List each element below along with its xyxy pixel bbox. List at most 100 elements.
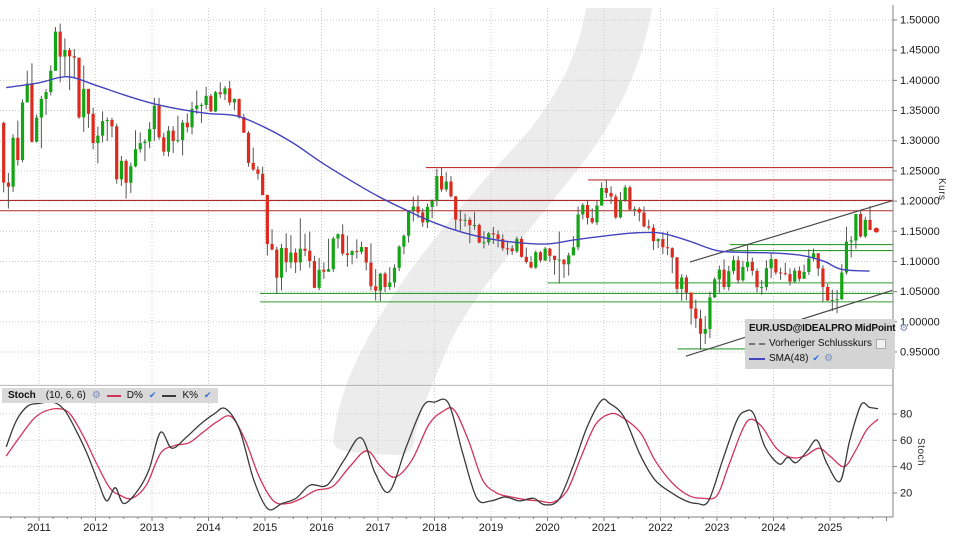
x-tick-label: 2014 — [196, 522, 220, 534]
candle-body — [510, 248, 514, 252]
candle-body — [562, 259, 566, 265]
candle-body — [63, 50, 67, 57]
candle-body — [567, 255, 571, 265]
stoch-tick-label: 20 — [900, 487, 912, 499]
candle-body — [811, 253, 816, 259]
candle-body — [609, 192, 613, 197]
candle-body — [487, 233, 491, 243]
candle-body — [397, 246, 401, 268]
candle-body — [223, 88, 227, 95]
stoch-k-path — [5, 398, 879, 511]
candle-body — [303, 248, 307, 251]
stoch-k-checkbox-checked[interactable]: ✔ — [204, 390, 212, 400]
candle-body — [520, 238, 524, 257]
candle-body — [265, 195, 269, 245]
candle-body — [388, 282, 392, 288]
candle-body — [727, 271, 731, 287]
symbol-settings-gear-icon[interactable]: ⚙ — [899, 322, 909, 334]
candle-body — [279, 247, 284, 278]
candle-body — [53, 31, 58, 71]
candle-body — [204, 95, 208, 106]
candle-body — [863, 219, 867, 237]
x-tick-label: 2022 — [648, 522, 672, 534]
candle-body — [82, 88, 86, 118]
stoch-tick-label: 60 — [900, 435, 912, 447]
candle-body — [647, 226, 651, 228]
y-tick-label: 1.35000 — [900, 105, 940, 117]
candle-body — [698, 318, 703, 334]
candle-body — [859, 213, 863, 237]
candle-body — [369, 262, 373, 287]
sma-line[interactable] — [6, 76, 870, 272]
candlestick-series[interactable] — [2, 23, 872, 350]
candle-body — [105, 120, 109, 122]
candle-body — [152, 105, 156, 130]
candle-body — [491, 233, 495, 235]
stoch-params: (10, 6, 6) — [45, 390, 86, 401]
candle-body — [298, 248, 302, 263]
candle-body — [209, 95, 213, 112]
candle-body — [308, 250, 312, 262]
candle-body — [614, 196, 618, 218]
grid-lines — [0, 8, 893, 516]
candle-body — [830, 299, 834, 301]
x-tick-label: 2025 — [818, 522, 842, 534]
candle-body — [228, 88, 232, 103]
stoch-d-checkbox-checked[interactable]: ✔ — [148, 390, 157, 400]
candle-body — [378, 273, 382, 291]
main-chart-legend: EUR.USD@IDEALPRO MidPoint ⚙ Vorheriger S… — [745, 319, 908, 369]
sma-settings-gear-icon[interactable]: ⚙ — [824, 352, 833, 364]
candle-body — [849, 240, 853, 242]
candle-body — [496, 234, 500, 240]
candle-body — [232, 98, 236, 103]
candle-body — [477, 224, 481, 243]
candle-body — [628, 187, 632, 210]
candle-body — [162, 137, 166, 152]
candle-body — [482, 242, 486, 244]
stoch-settings-gear-icon[interactable]: ⚙ — [91, 389, 101, 401]
candle-body — [543, 248, 547, 261]
candle-body — [755, 270, 759, 288]
candle-body — [341, 234, 345, 254]
sma-checkbox-checked[interactable]: ✔ — [812, 353, 820, 363]
candle-body — [86, 88, 91, 114]
symbol-title: EUR.USD@IDEALPRO MidPoint — [749, 323, 896, 334]
stoch-tick-label: 80 — [900, 408, 912, 420]
prev-close-checkbox[interactable] — [875, 338, 886, 349]
candle-body — [534, 252, 538, 268]
candle-body — [684, 277, 688, 293]
candle-body — [242, 117, 246, 133]
candle-body — [171, 130, 175, 141]
candle-body — [190, 108, 194, 128]
x-tick-label: 2015 — [253, 522, 277, 534]
candle-body — [764, 268, 769, 288]
candle-body — [336, 234, 340, 239]
candle-body — [854, 213, 858, 241]
stoch-d-path — [5, 407, 879, 505]
candle-body — [157, 105, 161, 138]
candle-body — [58, 31, 62, 57]
candle-body — [374, 286, 378, 291]
stochastic-series[interactable] — [5, 398, 879, 511]
candle-body — [345, 253, 349, 256]
candle-body — [750, 261, 754, 271]
candle-body — [364, 247, 368, 263]
candle-body — [689, 292, 693, 309]
candle-body — [731, 260, 736, 272]
candle-body — [458, 219, 462, 221]
candle-body — [49, 70, 53, 93]
candle-body — [449, 181, 453, 197]
y-tick-label: 1.40000 — [900, 75, 940, 87]
candle-body — [769, 259, 773, 269]
candle-body — [199, 105, 204, 107]
candle-body — [642, 212, 646, 227]
candle-body — [119, 160, 123, 180]
candle-body — [778, 272, 783, 274]
candle-body — [637, 208, 641, 213]
candle-body — [143, 141, 147, 144]
candle-body — [802, 271, 806, 279]
x-tick-label: 2011 — [27, 522, 51, 534]
candle-body — [392, 267, 397, 283]
